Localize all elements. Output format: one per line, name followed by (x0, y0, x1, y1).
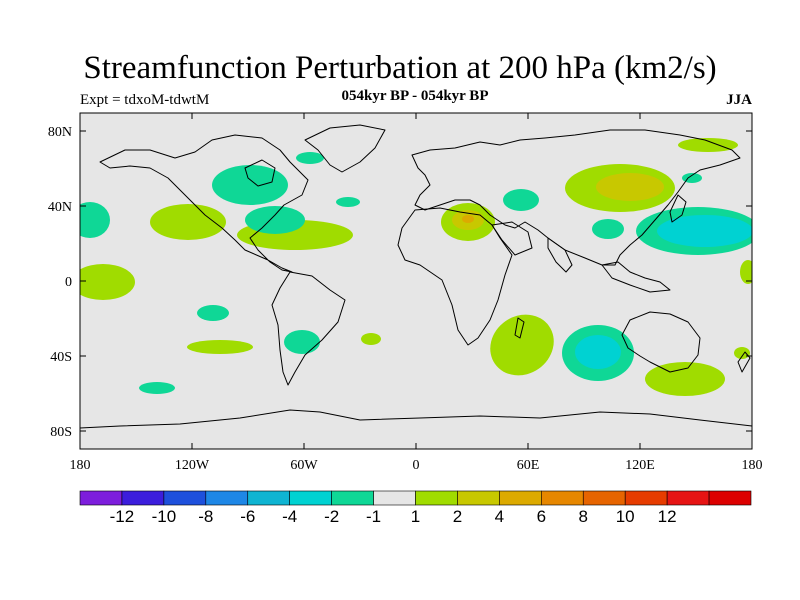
coastlines (80, 124, 752, 429)
lon-tick-label: 180 (70, 458, 91, 473)
anomaly-contour (296, 152, 324, 164)
arabia-outline (491, 221, 533, 256)
colorbar-swatch (666, 490, 710, 506)
colorbar-label: -8 (198, 507, 213, 526)
africa-outline (397, 207, 513, 346)
colorbar-swatch (373, 490, 416, 506)
anomaly-contour (678, 138, 738, 152)
anomaly-contour (740, 260, 752, 284)
anomaly-contour (245, 206, 305, 234)
eurasia-outline (411, 129, 741, 266)
colorbar-label: -2 (324, 507, 339, 526)
antarctica-outline (80, 409, 752, 429)
colorbar-label: -12 (110, 507, 135, 526)
anomaly-contour (657, 215, 752, 247)
lat-tick-label: 80N (48, 125, 72, 140)
south-america-outline (271, 271, 346, 386)
colorbar-swatch (79, 490, 123, 506)
anomaly-contour (284, 330, 320, 354)
japan-outline (669, 194, 687, 223)
lon-tick-label: 60E (517, 458, 540, 473)
anomaly-contour (575, 335, 621, 369)
new-zealand-outline (737, 351, 751, 373)
lat-tick-label: 40N (48, 200, 72, 215)
colorbar-label: 4 (495, 507, 504, 526)
lat-tick-label: 40S (50, 350, 72, 365)
india-outline (547, 237, 573, 273)
anomaly-contour (150, 204, 226, 240)
colorbar-label: -10 (152, 507, 177, 526)
colorbar-swatch (163, 490, 207, 506)
colorbar-label: 2 (453, 507, 462, 526)
colorbar-label: 8 (579, 507, 588, 526)
colorbar-label: 10 (616, 507, 635, 526)
colorbar-swatch (457, 490, 500, 506)
lat-tick-label: 0 (65, 275, 72, 290)
lon-tick-label: 180 (742, 458, 763, 473)
colorbar-swatch (415, 490, 458, 506)
madagascar-outline (514, 317, 525, 339)
anomaly-contour (503, 189, 539, 211)
colorbar-label: -1 (366, 507, 381, 526)
hudson-bay-outline (244, 159, 276, 187)
lat-tick-label: 80S (50, 425, 72, 440)
lon-tick-label: 0 (413, 458, 420, 473)
anomaly-contour (139, 382, 175, 394)
anomaly-contour (490, 314, 554, 376)
colorbar-swatch (582, 490, 626, 506)
anomaly-contour (212, 165, 288, 205)
anomaly-contour (80, 264, 135, 300)
colorbar-swatch (331, 490, 374, 506)
colorbar-label: -4 (282, 507, 297, 526)
plot-title: Streamfunction Perturbation at 200 hPa (… (83, 50, 717, 86)
anomaly-contour (592, 219, 624, 239)
experiment-label: Expt = tdxoM-tdwtM (80, 92, 210, 108)
anomaly-fields (80, 138, 752, 396)
colorbar-labels: -12 -10 -8 -6 -4 -2 -1 1 2 4 6 8 10 12 (110, 507, 677, 526)
season-label: JJA (726, 92, 752, 108)
colorbar-label: 1 (411, 507, 420, 526)
colorbar-swatch (247, 490, 290, 506)
greenland-outline (304, 124, 386, 173)
north-america-outline (99, 134, 309, 273)
anomaly-contour (734, 347, 750, 359)
lon-tick-label: 120W (175, 458, 210, 473)
anomaly-contour (187, 340, 253, 354)
colorbar-swatch (499, 490, 542, 506)
anomaly-contour (336, 197, 360, 207)
anomaly-contour (197, 305, 229, 321)
colorbar-swatch (121, 490, 165, 506)
colorbar-label: 12 (658, 507, 677, 526)
australia-outline (621, 311, 701, 373)
colorbar-label: 6 (537, 507, 546, 526)
axis-ticks (79, 113, 753, 449)
southeast-asia-outline (601, 261, 671, 293)
anomaly-contour (596, 173, 664, 201)
lon-tick-label: 120E (625, 458, 655, 473)
anomaly-contour (682, 173, 702, 183)
colorbar-label: -6 (240, 507, 255, 526)
anomaly-contour (361, 333, 381, 345)
colorbar-swatch (289, 490, 332, 506)
plot-subtitle: 054kyr BP - 054kyr BP (341, 88, 489, 104)
colorbar-swatch (205, 490, 249, 506)
lon-tick-label: 60W (290, 458, 318, 473)
anomaly-contour (80, 202, 110, 238)
anomaly-contour (462, 215, 474, 223)
colorbar-swatch (541, 490, 584, 506)
anomaly-contour (645, 362, 725, 396)
colorbar-swatch (624, 490, 668, 506)
colorbar-swatch (708, 490, 752, 506)
colorbar (79, 490, 752, 506)
